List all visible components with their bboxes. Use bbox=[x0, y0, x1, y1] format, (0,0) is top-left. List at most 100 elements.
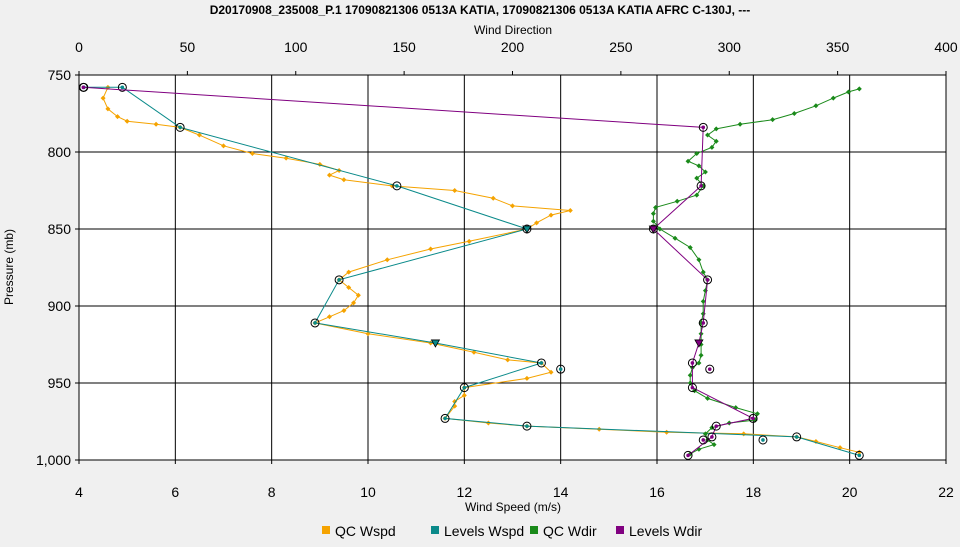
x-tick-label: 10 bbox=[360, 484, 376, 500]
qc-wspd-point bbox=[428, 246, 434, 252]
qc-wspd-point bbox=[461, 392, 467, 398]
levels-wdir-marker-dot bbox=[686, 453, 690, 458]
x-tick-label: 16 bbox=[649, 484, 665, 500]
chart-title: D20170908_235008_P.1 17090821306 0513A K… bbox=[210, 3, 751, 17]
levels-wspd-marker-dot bbox=[120, 85, 125, 90]
levels-wspd-triangle bbox=[522, 225, 532, 234]
levels-wdir-marker-dot bbox=[699, 184, 703, 188]
y-tick-label: 1,000 bbox=[36, 452, 71, 468]
levels-wspd-marker-dot bbox=[443, 416, 447, 421]
levels-wdir-marker bbox=[698, 318, 708, 328]
qc-wdir-series bbox=[650, 86, 862, 457]
qc-wspd-point bbox=[283, 155, 289, 161]
qc-wdir-point bbox=[713, 126, 719, 132]
legend: QC Wspd Levels Wspd QC Wdir Levels Wdir bbox=[322, 523, 702, 539]
qc-wdir-point bbox=[705, 132, 711, 138]
qc-wspd-point bbox=[365, 331, 371, 337]
qc-wdir-point bbox=[694, 175, 700, 181]
x2-tick-label: 100 bbox=[284, 39, 308, 55]
levels-wspd-marker bbox=[310, 318, 320, 328]
qc-wdir-point bbox=[672, 235, 678, 241]
series-layer bbox=[78, 82, 864, 460]
levels-wdir-marker bbox=[705, 364, 715, 374]
qc-wspd-point bbox=[115, 114, 121, 120]
x-tick-label: 18 bbox=[746, 484, 762, 500]
grid-layer bbox=[79, 75, 946, 460]
qc-wdir-point bbox=[687, 372, 693, 378]
levels-wdir-marker-dot bbox=[81, 85, 86, 90]
qc-wdir-point bbox=[694, 192, 700, 198]
levels-wdir-series bbox=[78, 82, 758, 460]
qc-wspd-point bbox=[485, 420, 491, 426]
levels-wspd-marker bbox=[536, 358, 546, 368]
plot-area bbox=[79, 75, 946, 460]
levels-wspd-marker bbox=[854, 450, 864, 460]
levels-wdir-marker bbox=[687, 383, 697, 393]
levels-wdir-marker-dot bbox=[707, 367, 712, 371]
qc-wdir-point bbox=[702, 431, 708, 437]
legend-swatch-qc-wspd bbox=[322, 526, 330, 534]
x-tick-label: 14 bbox=[553, 484, 569, 500]
legend-label-qc-wdir: QC Wdir bbox=[543, 523, 597, 539]
qc-wdir-point bbox=[650, 211, 656, 217]
qc-wdir-point bbox=[698, 352, 704, 358]
levels-wspd-marker bbox=[758, 435, 768, 445]
levels-wdir-marker bbox=[696, 181, 706, 191]
qc-wdir-point bbox=[700, 269, 706, 275]
x2-tick-label: 150 bbox=[392, 39, 416, 55]
qc-wdir-point bbox=[830, 95, 836, 101]
levels-wdir-triangle bbox=[648, 225, 659, 234]
x-tick-label: 8 bbox=[268, 484, 276, 500]
y-tick-label: 950 bbox=[48, 375, 72, 391]
qc-wdir-point bbox=[674, 198, 680, 204]
qc-wdir-point bbox=[711, 442, 717, 448]
qc-wdir-point bbox=[694, 151, 700, 157]
qc-wspd-point bbox=[355, 292, 361, 298]
levels-wdir-marker-dot bbox=[705, 278, 710, 282]
qc-wdir-point bbox=[696, 360, 702, 366]
levels-wspd-marker bbox=[556, 364, 566, 374]
qc-wspd-point bbox=[490, 195, 496, 201]
levels-wspd-marker-dot bbox=[525, 424, 529, 428]
qc-wdir-point bbox=[696, 163, 702, 169]
qc-wdir-point bbox=[770, 117, 776, 123]
levels-wspd-marker bbox=[117, 82, 127, 92]
levels-wspd-marker-dot bbox=[337, 278, 341, 282]
legend-label-levels-wspd: Levels Wspd bbox=[444, 523, 524, 539]
x2-axis-label: Wind Direction bbox=[474, 23, 552, 37]
x2-tick-label: 50 bbox=[180, 39, 196, 55]
legend-swatch-levels-wspd bbox=[431, 526, 439, 534]
levels-wdir-marker-dot bbox=[690, 361, 695, 365]
qc-wspd-point bbox=[341, 308, 347, 314]
levels-wspd-marker bbox=[459, 383, 469, 393]
qc-wspd-point bbox=[221, 143, 226, 149]
qc-wspd-point bbox=[249, 151, 255, 157]
qc-wspd-point bbox=[664, 429, 670, 435]
qc-wdir-point bbox=[687, 380, 693, 386]
legend-swatch-levels-wdir bbox=[616, 526, 624, 534]
qc-wspd-point bbox=[346, 269, 352, 275]
qc-wdir-point bbox=[709, 144, 715, 150]
qc-wdir-point bbox=[657, 226, 663, 232]
qc-wspd-point bbox=[856, 449, 862, 455]
levels-wdir-marker-dot bbox=[701, 438, 706, 442]
x-tick-label: 22 bbox=[938, 484, 954, 500]
y-tick-label: 800 bbox=[48, 144, 72, 160]
qc-wspd-point bbox=[124, 118, 130, 124]
x2-tick-label: 300 bbox=[718, 39, 742, 55]
levels-wdir-marker-dot bbox=[751, 416, 755, 421]
qc-wspd-point bbox=[384, 257, 390, 263]
qc-wdir-point bbox=[650, 218, 656, 224]
qc-wspd-point bbox=[466, 238, 472, 244]
levels-wdir-marker-dot bbox=[714, 424, 719, 428]
levels-wdir-marker bbox=[711, 421, 721, 431]
qc-wspd-point bbox=[534, 220, 540, 226]
levels-wdir-marker-dot bbox=[710, 435, 714, 439]
levels-wdir-marker bbox=[748, 413, 758, 423]
levels-wspd-series bbox=[79, 82, 864, 460]
legend-swatch-qc-wdir bbox=[530, 526, 538, 534]
levels-wdir-marker bbox=[698, 122, 708, 132]
y-axis-label: Pressure (mb) bbox=[2, 229, 16, 305]
x2-tick-label: 0 bbox=[75, 39, 83, 55]
